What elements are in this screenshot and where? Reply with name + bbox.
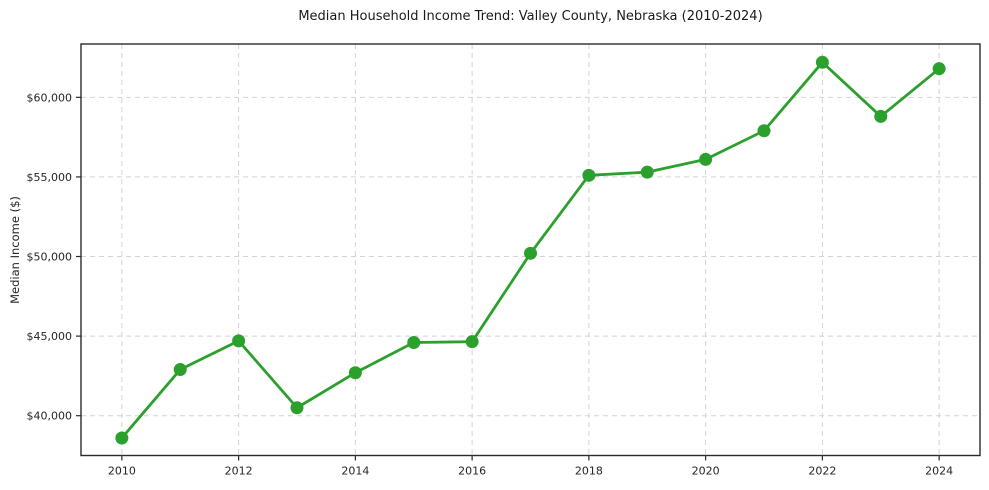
data-point-2018	[582, 168, 596, 182]
data-point-2017	[524, 246, 537, 260]
data-point-2023	[874, 109, 888, 123]
x-tick-label: 2012	[225, 465, 253, 478]
x-tick-label: 2014	[341, 465, 369, 478]
y-tick-label: $55,000	[27, 171, 73, 184]
y-tick-label: $40,000	[27, 410, 73, 423]
data-point-2012	[232, 334, 246, 348]
data-point-2022	[815, 55, 829, 69]
data-point-2016	[465, 335, 479, 349]
plot-frame	[80, 43, 981, 457]
data-point-2021	[757, 124, 771, 138]
y-tick-label: $45,000	[27, 330, 73, 343]
data-point-2020	[699, 152, 713, 166]
chart-title: Median Household Income Trend: Valley Co…	[298, 9, 763, 24]
data-point-2024	[932, 62, 946, 76]
y-tick-label: $50,000	[27, 251, 73, 264]
data-point-2015	[407, 335, 421, 349]
x-tick-label: 2024	[925, 465, 953, 478]
x-tick-label: 2020	[692, 465, 720, 478]
x-tick-label: 2010	[108, 465, 136, 478]
x-tick-label: 2016	[458, 465, 486, 478]
x-tick-label: 2022	[808, 465, 836, 478]
y-tick-label: $60,000	[27, 91, 73, 104]
data-point-2019	[640, 165, 654, 179]
x-tick-label: 2018	[575, 465, 603, 478]
data-point-2013	[290, 401, 304, 415]
data-point-2010	[115, 431, 129, 445]
data-point-2011	[173, 363, 187, 377]
data-point-2014	[348, 366, 362, 380]
